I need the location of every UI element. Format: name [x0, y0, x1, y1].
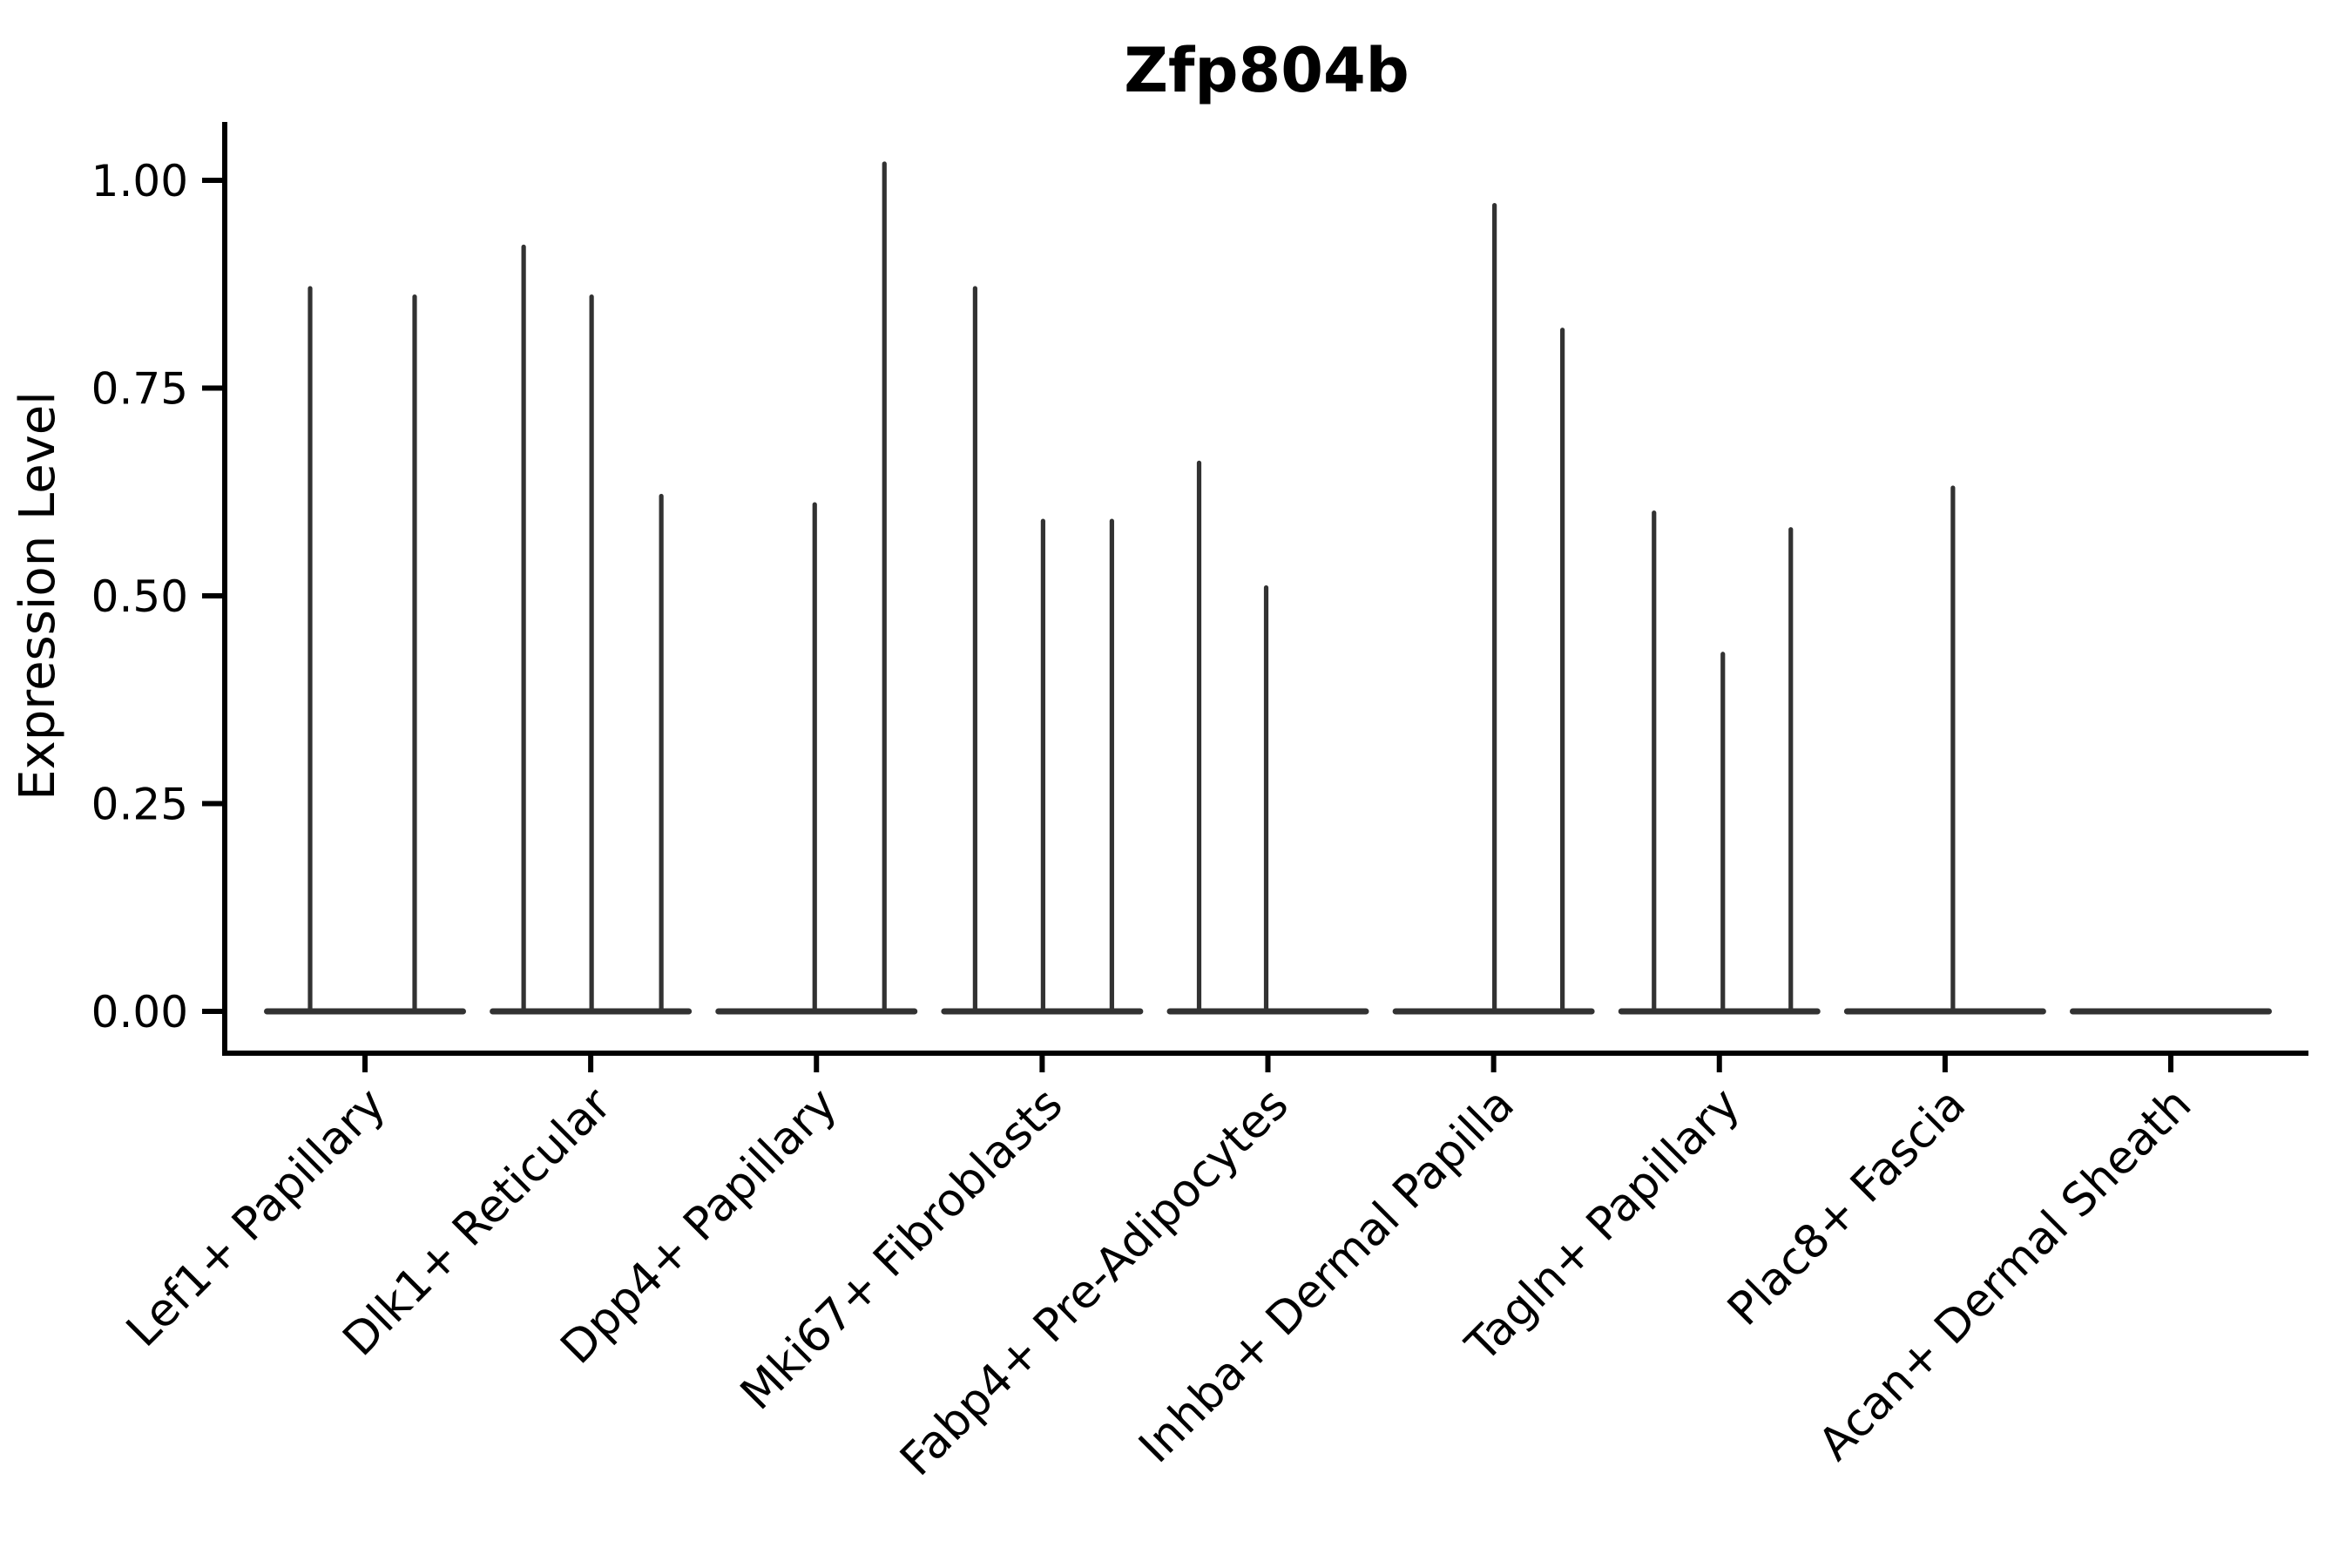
violin-baseline — [2070, 1008, 2272, 1015]
y-axis-label: Expression Level — [10, 391, 66, 801]
y-ticks: 0.00 0.25 0.50 0.75 1.00 — [91, 156, 225, 1037]
violin — [264, 286, 466, 1015]
violin — [941, 286, 1144, 1015]
violin-baseline — [1843, 1008, 2046, 1015]
violin — [490, 244, 693, 1015]
y-tick-label: 0.75 — [91, 364, 188, 415]
chart-title: Zfp804b — [1124, 35, 1409, 106]
violin — [1166, 460, 1369, 1015]
violin-baseline — [264, 1008, 466, 1015]
violin — [715, 161, 918, 1015]
x-category-label: Plac8+ Fascia — [1718, 1078, 1976, 1336]
y-tick-label: 1.00 — [91, 156, 188, 206]
x-category-label: Fabp4+ Pre-Adipocytes — [890, 1078, 1298, 1486]
y-axis-spine — [222, 122, 227, 1056]
violin — [1843, 485, 2046, 1015]
violin-baseline — [1618, 1008, 1821, 1015]
x-category-label: Acan+ Dermal Sheath — [1809, 1078, 2202, 1471]
y-tick-label: 0.00 — [91, 987, 188, 1037]
x-category-label: Inhba+ Dermal Papilla — [1129, 1078, 1524, 1473]
y-tick-label: 0.50 — [91, 571, 188, 622]
y-tick-label: 0.25 — [91, 780, 188, 830]
violin — [2070, 1008, 2272, 1015]
violin — [1618, 510, 1821, 1015]
violins — [264, 161, 2272, 1015]
violin — [1392, 203, 1595, 1015]
